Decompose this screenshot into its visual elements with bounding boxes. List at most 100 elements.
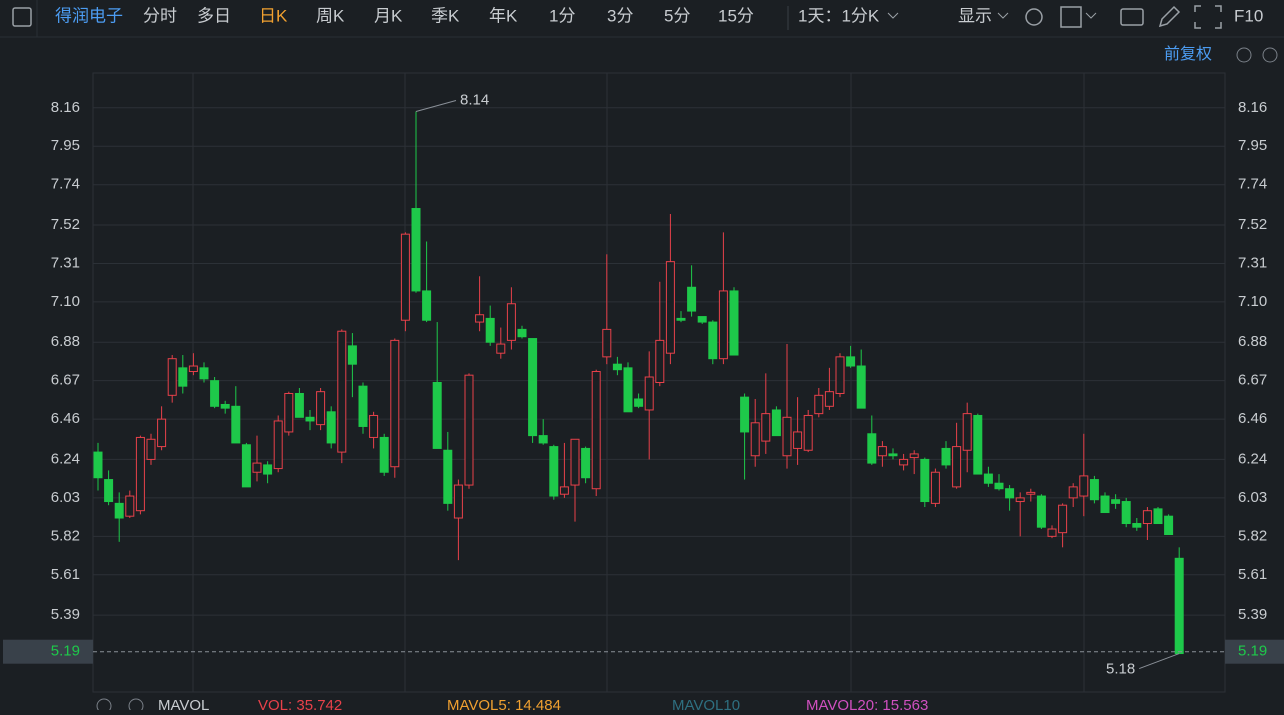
f10-button[interactable]: F10 bbox=[1234, 6, 1263, 25]
candle-body bbox=[602, 328, 612, 358]
last-price-label: 5.19 bbox=[51, 643, 80, 660]
candle-body bbox=[1036, 495, 1046, 528]
tab[interactable]: 1分 bbox=[549, 6, 575, 25]
tab[interactable]: 分时 bbox=[143, 6, 177, 25]
tab[interactable]: 月K bbox=[374, 6, 403, 25]
last-price-box bbox=[3, 639, 93, 664]
candle-body bbox=[178, 367, 188, 387]
candle-body bbox=[305, 416, 315, 422]
candle-body bbox=[1111, 499, 1121, 504]
candle-body bbox=[1047, 528, 1057, 537]
tab[interactable]: 15分 bbox=[718, 6, 754, 25]
y2-tick-label: 5.39 bbox=[1238, 606, 1267, 623]
tab[interactable]: 5分 bbox=[664, 6, 690, 25]
y-tick-label: 5.39 bbox=[51, 606, 80, 623]
panel-icon[interactable] bbox=[12, 7, 32, 27]
settings-icon[interactable] bbox=[1025, 8, 1043, 26]
checkbox[interactable] bbox=[1060, 6, 1082, 28]
candle-body bbox=[1132, 523, 1142, 528]
y-tick-label: 8.16 bbox=[51, 99, 80, 116]
period-lines bbox=[192, 73, 1085, 692]
candle-body bbox=[1164, 515, 1174, 536]
candle-body bbox=[983, 473, 993, 484]
tab[interactable]: 3分 bbox=[607, 6, 633, 25]
candle-body bbox=[867, 433, 877, 464]
y2-tick-label: 7.95 bbox=[1238, 137, 1267, 154]
candle-body bbox=[549, 446, 559, 497]
adjust-mode[interactable]: 前复权 bbox=[1164, 45, 1212, 63]
candle-body bbox=[369, 414, 379, 438]
candle-body bbox=[771, 409, 781, 437]
y2-tick-label: 7.74 bbox=[1238, 176, 1267, 193]
candle-body bbox=[761, 413, 771, 442]
period-select[interactable]: 1天：1分K bbox=[798, 6, 880, 25]
candle-body bbox=[952, 446, 962, 488]
zoom-out-icon[interactable] bbox=[1262, 47, 1278, 63]
stock-name[interactable]: 得润电子 bbox=[55, 6, 123, 25]
candle-body bbox=[856, 365, 866, 409]
candle-body bbox=[379, 436, 389, 473]
y2-tick-label: 8.16 bbox=[1238, 99, 1267, 116]
candle-body bbox=[358, 385, 368, 427]
y-tick-label: 5.61 bbox=[51, 566, 80, 583]
candle-body bbox=[326, 411, 336, 444]
candle-body bbox=[104, 479, 114, 503]
tab[interactable]: 多日 bbox=[197, 6, 231, 25]
candle-body bbox=[263, 464, 273, 475]
y2-tick-label: 7.52 bbox=[1238, 216, 1267, 233]
y-tick-label: 6.24 bbox=[51, 450, 80, 467]
y-tick-label: 6.67 bbox=[51, 372, 80, 389]
tab[interactable]: 年K bbox=[489, 6, 518, 25]
candle-body bbox=[729, 290, 739, 356]
candle-body bbox=[824, 391, 834, 407]
candle-body bbox=[114, 502, 124, 519]
candle-body bbox=[496, 343, 506, 354]
camera-icon[interactable] bbox=[1120, 8, 1144, 26]
candle-body bbox=[538, 435, 548, 444]
candle-body bbox=[210, 380, 220, 407]
indicator-label: MAVOL bbox=[158, 697, 209, 710]
candle-body bbox=[1174, 557, 1184, 655]
candle-body bbox=[528, 338, 538, 437]
y2-tick-label: 6.46 bbox=[1238, 410, 1267, 427]
candle-body bbox=[1079, 475, 1089, 497]
tab[interactable]: 周K bbox=[316, 6, 345, 25]
candle-body bbox=[899, 458, 909, 466]
candle-body bbox=[591, 371, 601, 490]
y2-tick-label: 7.10 bbox=[1238, 293, 1267, 310]
indicator-label: MAVOL10 bbox=[672, 697, 740, 710]
draw-icon[interactable] bbox=[1158, 5, 1181, 28]
y-tick-label: 6.46 bbox=[51, 410, 80, 427]
y-tick-label: 7.74 bbox=[51, 176, 80, 193]
y-tick-label: 7.31 bbox=[51, 254, 80, 271]
candle-body bbox=[793, 431, 803, 449]
reset-icon[interactable] bbox=[1236, 47, 1252, 63]
candle-body bbox=[888, 453, 898, 457]
candle-body bbox=[655, 339, 665, 383]
candle-body bbox=[1058, 504, 1068, 534]
display-menu[interactable]: 显示 bbox=[958, 6, 992, 25]
y-tick-label: 6.88 bbox=[51, 333, 80, 350]
candle-body bbox=[125, 495, 135, 517]
candle-body bbox=[443, 449, 453, 504]
tab[interactable]: 日K bbox=[259, 6, 288, 25]
candle-body bbox=[517, 328, 527, 338]
candle-body bbox=[740, 396, 750, 433]
candle-body bbox=[400, 233, 410, 321]
candle-body bbox=[506, 303, 516, 341]
candle-body bbox=[909, 453, 919, 459]
candle-body bbox=[188, 365, 198, 373]
fullscreen-icon[interactable] bbox=[1194, 5, 1222, 29]
candle-body bbox=[676, 317, 686, 321]
dropdown-arrow bbox=[1085, 12, 1097, 19]
candle-body bbox=[962, 413, 972, 451]
y-tick-label: 5.82 bbox=[51, 527, 80, 544]
candle-body bbox=[782, 416, 792, 457]
tab[interactable]: 季K bbox=[431, 6, 460, 25]
candle-body bbox=[1142, 510, 1152, 525]
candle-body bbox=[316, 391, 326, 426]
candle-body bbox=[157, 418, 167, 448]
candle-body bbox=[1026, 491, 1036, 495]
candle-body bbox=[1100, 495, 1110, 514]
candle-body bbox=[347, 345, 357, 365]
